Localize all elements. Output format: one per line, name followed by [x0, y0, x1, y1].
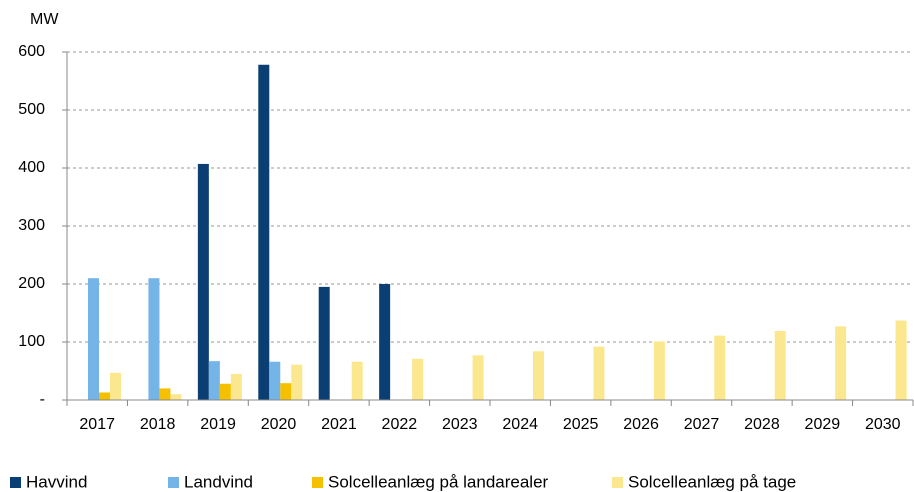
bar	[110, 372, 121, 400]
bar	[533, 351, 544, 400]
bar	[258, 64, 270, 400]
bar	[774, 330, 786, 400]
x-tick-label: 2028	[744, 416, 780, 433]
x-tick-label: 2017	[79, 416, 115, 433]
bar	[895, 320, 907, 400]
y-tick-label: 100	[18, 333, 45, 350]
bar	[472, 355, 484, 400]
x-tick-label: 2024	[502, 416, 538, 433]
bar	[280, 383, 292, 400]
legend-swatch	[312, 477, 323, 488]
bar	[99, 392, 110, 400]
x-tick-label: 2021	[321, 416, 357, 433]
bar	[88, 278, 99, 400]
x-tick-label: 2029	[805, 416, 841, 433]
bar	[318, 286, 330, 400]
y-tick-label: 200	[18, 275, 45, 292]
y-tick-label: -	[40, 391, 45, 408]
bar	[714, 335, 726, 400]
bar	[653, 341, 665, 400]
legend-label: Solcelleanlæg på landarealer	[328, 472, 549, 491]
bar	[379, 284, 391, 400]
x-tick-label: 2025	[563, 416, 599, 433]
bar	[230, 373, 242, 400]
y-tick-label: 600	[18, 43, 45, 60]
y-tick-label: 400	[18, 159, 45, 176]
bar	[197, 163, 209, 400]
bar	[219, 383, 231, 400]
bar	[412, 358, 424, 400]
bar	[269, 361, 281, 400]
x-tick-label: 2018	[140, 416, 176, 433]
x-tick-label: 2019	[200, 416, 236, 433]
legend-label: Havvind	[26, 472, 87, 491]
y-tick-label: 300	[18, 217, 45, 234]
x-tick-label: 2030	[865, 416, 901, 433]
x-tick-label: 2020	[261, 416, 297, 433]
bar	[351, 361, 363, 400]
bar	[291, 364, 303, 400]
x-tick-label: 2027	[684, 416, 720, 433]
legend-swatch	[612, 477, 623, 488]
legend-label: Solcelleanlæg på tage	[628, 472, 796, 491]
legend-swatch	[10, 477, 21, 488]
y-axis-label: MW	[30, 11, 59, 28]
legend-swatch	[168, 477, 179, 488]
bar	[835, 326, 847, 400]
legend-label: Landvind	[184, 472, 253, 491]
x-tick-label: 2023	[442, 416, 478, 433]
bar	[170, 394, 182, 400]
bar	[148, 278, 160, 400]
bar	[159, 388, 171, 400]
x-tick-label: 2022	[382, 416, 418, 433]
y-tick-label: 500	[18, 101, 45, 118]
bar	[593, 346, 605, 400]
bar	[208, 361, 220, 400]
x-tick-label: 2026	[623, 416, 659, 433]
